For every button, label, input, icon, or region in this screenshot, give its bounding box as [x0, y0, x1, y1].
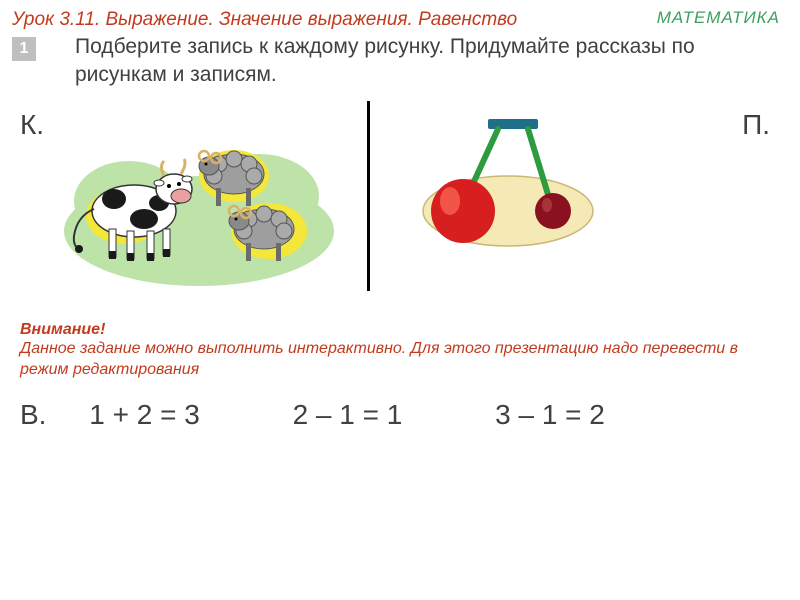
equation-3: 3 – 1 = 2	[495, 399, 605, 431]
task-text: Подберите запись к каждому рисунку. Прид…	[40, 33, 780, 90]
vertical-divider	[367, 101, 370, 291]
lesson-title: Урок 3.11. Выражение. Значение выражения…	[12, 8, 517, 33]
equation-1: 1 + 2 = 3	[89, 399, 200, 431]
task-number: 1	[12, 37, 36, 61]
notice-title: Внимание!	[20, 321, 780, 339]
notice-body: Данное задание можно выполнить интеракти…	[20, 339, 780, 381]
picture-cherries	[398, 111, 618, 261]
picture-animals	[59, 101, 339, 291]
label-p: П.	[742, 101, 770, 141]
answers-label: В.	[20, 399, 46, 431]
answers-row: В. 1 + 2 = 3 2 – 1 = 1 3 – 1 = 2	[0, 391, 800, 431]
equation-2: 2 – 1 = 1	[293, 399, 403, 431]
label-k: К.	[20, 101, 44, 141]
subject-label: МАТЕМАТИКА	[657, 8, 780, 33]
